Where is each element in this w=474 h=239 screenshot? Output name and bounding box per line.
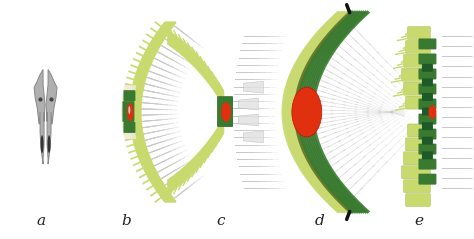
FancyBboxPatch shape [122,101,135,112]
Polygon shape [244,131,264,143]
FancyBboxPatch shape [419,159,437,170]
Text: d: d [315,214,325,228]
FancyBboxPatch shape [419,38,437,49]
FancyBboxPatch shape [401,166,430,179]
FancyBboxPatch shape [403,180,430,193]
Polygon shape [121,85,137,139]
Text: b: b [121,214,131,228]
FancyBboxPatch shape [123,90,136,101]
FancyBboxPatch shape [403,82,430,95]
Polygon shape [244,81,264,93]
Ellipse shape [127,113,132,119]
FancyBboxPatch shape [419,129,437,140]
FancyBboxPatch shape [122,111,135,122]
FancyBboxPatch shape [422,78,433,86]
FancyBboxPatch shape [422,108,433,115]
FancyBboxPatch shape [422,64,433,72]
Ellipse shape [47,135,51,153]
FancyBboxPatch shape [419,98,437,109]
FancyBboxPatch shape [419,69,437,79]
Polygon shape [46,70,57,164]
FancyBboxPatch shape [217,96,233,107]
Ellipse shape [128,103,133,121]
Ellipse shape [221,102,231,122]
FancyBboxPatch shape [403,152,430,165]
Polygon shape [34,70,45,164]
Text: e: e [414,214,423,228]
FancyBboxPatch shape [405,40,430,53]
FancyBboxPatch shape [422,151,433,159]
Ellipse shape [428,105,437,119]
FancyBboxPatch shape [419,174,437,185]
Ellipse shape [292,87,322,137]
FancyBboxPatch shape [408,27,430,39]
FancyBboxPatch shape [422,122,433,130]
FancyBboxPatch shape [422,137,433,145]
FancyBboxPatch shape [217,116,233,127]
Text: c: c [216,214,225,228]
FancyBboxPatch shape [408,124,430,137]
Text: a: a [36,214,46,228]
FancyBboxPatch shape [419,114,437,125]
FancyBboxPatch shape [422,93,433,101]
FancyBboxPatch shape [217,106,233,117]
FancyBboxPatch shape [419,84,437,94]
Ellipse shape [128,106,130,114]
Ellipse shape [41,135,44,153]
FancyBboxPatch shape [401,68,430,81]
FancyBboxPatch shape [419,54,437,65]
Ellipse shape [127,105,132,111]
Polygon shape [238,98,258,110]
FancyBboxPatch shape [405,138,430,151]
FancyBboxPatch shape [405,194,430,206]
FancyBboxPatch shape [405,96,430,109]
FancyBboxPatch shape [419,144,437,155]
Polygon shape [238,114,258,126]
FancyBboxPatch shape [403,54,430,67]
FancyBboxPatch shape [123,122,136,133]
